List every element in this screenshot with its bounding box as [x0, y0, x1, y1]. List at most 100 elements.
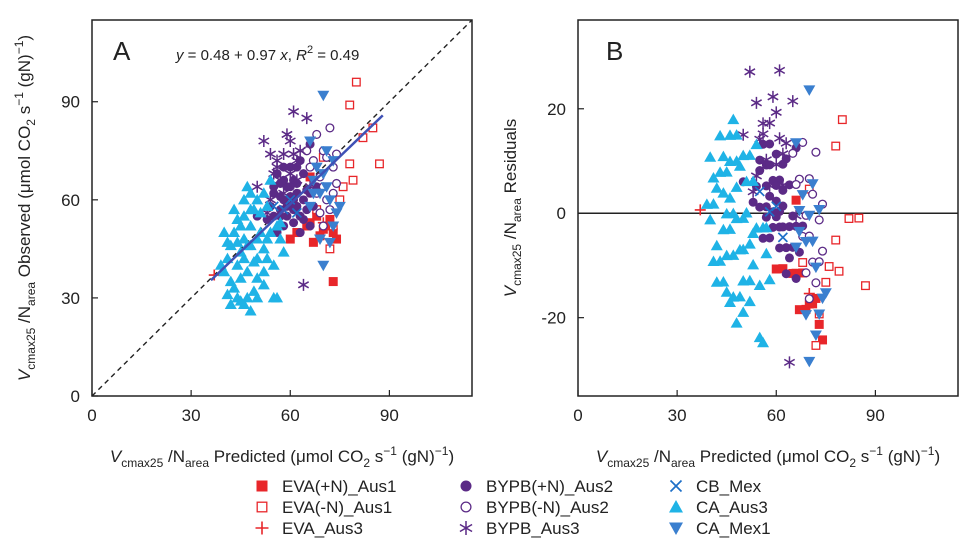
bypb-n-aus2-residual-point	[814, 215, 824, 225]
ca-aus3-point	[254, 206, 267, 218]
ca-mex1-point	[320, 146, 333, 157]
ca-aus3-residual-point	[750, 222, 763, 233]
eva-n-aus1-residual-point	[834, 266, 844, 276]
bypb-n-aus2-point	[292, 162, 302, 172]
ca-aus3-residual-point	[717, 150, 730, 162]
one-to-one-dashed-line	[92, 20, 472, 396]
ca-mex1-residual-point	[813, 309, 826, 320]
ca-aus3-residual-point	[730, 181, 743, 192]
ca-aus3-point	[224, 298, 237, 309]
ca-aus3-residual-point	[710, 276, 723, 287]
legend-marker-bypb-aus3	[459, 521, 473, 535]
ca-mex1-residual-point	[796, 190, 809, 201]
panel-b-y-axis-label: Vcmax25 /Narea Residuals	[501, 119, 524, 298]
bypb-n-aus2-residual-point	[748, 197, 758, 207]
ca-mex1-residual-point	[809, 330, 822, 342]
legend-label: CB_Mex	[696, 477, 762, 496]
ca-aus3-residual-point	[724, 296, 736, 308]
x-tick-label: 60	[767, 406, 786, 425]
ca-aus3-residual-point	[747, 258, 760, 270]
eva-n-aus1-residual-point	[808, 299, 818, 309]
y-tick-label: 0	[71, 387, 80, 406]
bypb-n-aus2-point	[325, 123, 335, 133]
bypb-n-aus2-residual-point	[781, 243, 791, 253]
legend-item-bypb-aus3: BYPB_Aus3	[459, 519, 580, 538]
legend-label: CA_Aus3	[696, 498, 768, 517]
eva-n-aus1-residual-point	[811, 293, 821, 303]
eva-n-aus1-residual-point	[831, 141, 841, 151]
x-tick-label: 30	[668, 406, 687, 425]
ca-aus3-residual-point	[727, 291, 740, 302]
legend-item-bypb-n-aus2: BYPB(+N)_Aus2	[460, 477, 613, 496]
x-tick-label: 30	[182, 406, 201, 425]
x-tick-label: 90	[380, 406, 399, 425]
eva-n-aus1-residual-point	[778, 264, 788, 274]
ca-mex1-point	[333, 201, 346, 213]
legend-marker-cb-mex	[669, 479, 683, 493]
bypb-aus3-point	[287, 148, 300, 161]
eva-n-aus1-point	[375, 159, 384, 169]
legend-item-eva-aus3: EVA_Aus3	[255, 519, 363, 538]
bypb-aus3-point	[278, 187, 290, 200]
bypb-n-aus2-residual-point	[758, 233, 768, 243]
ca-aus3-point	[261, 233, 274, 244]
ca-mex1-point	[317, 90, 330, 102]
panel-a-letter: A	[113, 36, 131, 66]
ca-aus3-point	[274, 216, 287, 228]
legend-item-bypb-n-aus2: BYPB(-N)_Aus2	[460, 498, 609, 517]
ca-aus3-residual-point	[743, 149, 756, 160]
legend-item-eva-n-aus1: EVA(-N)_Aus1	[256, 498, 392, 517]
regression-equation: y = 0.48 + 0.97 x, R2 = 0.49	[175, 44, 359, 64]
ca-mex1-point	[317, 260, 330, 272]
bypb-aus3-residual-point	[760, 153, 772, 166]
ca-aus3-residual-point	[717, 187, 730, 198]
eva-n-aus1-residual-point	[791, 195, 801, 205]
bypb-aus3-residual-point	[770, 106, 782, 119]
ca-aus3-residual-point	[747, 227, 760, 239]
ca-aus3-residual-point	[710, 239, 723, 251]
ca-aus3-point	[241, 291, 254, 303]
eva-n-aus1-residual-point	[831, 235, 841, 245]
ca-aus3-point	[261, 200, 274, 211]
panel-b-points	[694, 64, 870, 369]
legend-marker-eva-n-aus1	[256, 480, 268, 492]
ca-aus3-residual-point	[750, 138, 763, 150]
eva-n-aus1-point	[348, 175, 358, 185]
bypb-n-aus2-residual-point	[781, 269, 791, 279]
legend-label: BYPB_Aus3	[486, 519, 580, 538]
ca-aus3-point	[264, 174, 277, 185]
ca-aus3-point	[241, 180, 254, 192]
bypb-aus3-point	[301, 112, 313, 125]
bypb-n-aus2-residual-point	[804, 294, 814, 304]
bypb-n-aus2-point	[305, 221, 315, 231]
bypb-aus3-residual-point	[744, 65, 756, 78]
bypb-aus3-point	[278, 148, 290, 161]
ca-aus3-residual-point	[733, 160, 746, 171]
ca-aus3-point	[267, 259, 280, 270]
ca-aus3-residual-point	[714, 255, 727, 266]
eva-n-aus1-point	[332, 234, 342, 244]
bypb-n-aus2-residual-point	[761, 212, 771, 222]
legend: EVA(+N)_Aus1 EVA(-N)_Aus1 EVA_Aus3 BYPB(+N)…	[255, 477, 771, 538]
legend-marker-eva-n-aus1	[256, 501, 268, 513]
ca-aus3-residual-point	[724, 223, 736, 234]
bypb-n-aus2-residual-point	[788, 148, 798, 158]
ca-aus3-point	[238, 210, 250, 221]
ca-aus3-point	[247, 255, 260, 267]
ca-mex1-residual-point	[803, 85, 816, 96]
y-tick-label: 60	[61, 191, 80, 210]
bypb-aus3-residual-point	[783, 356, 796, 369]
bypb-n-aus2-residual-point	[775, 243, 785, 253]
ca-aus3-point	[244, 304, 257, 316]
legend-marker-bypb-n-aus2	[460, 480, 472, 492]
eva-n-aus1-residual-point	[824, 262, 834, 271]
bypb-aus3-point	[258, 134, 270, 147]
bypb-n-aus2-point	[285, 162, 295, 172]
bypb-n-aus2-residual-point	[765, 191, 775, 201]
bypb-aus3-residual-point	[764, 117, 776, 130]
eva-n-aus1-residual-point	[814, 319, 824, 329]
ca-mex1-point	[310, 162, 323, 174]
bypb-n-aus2-residual-point	[784, 222, 794, 232]
ca-mex1-residual-point	[790, 138, 803, 149]
ca-aus3-residual-point	[720, 286, 733, 297]
